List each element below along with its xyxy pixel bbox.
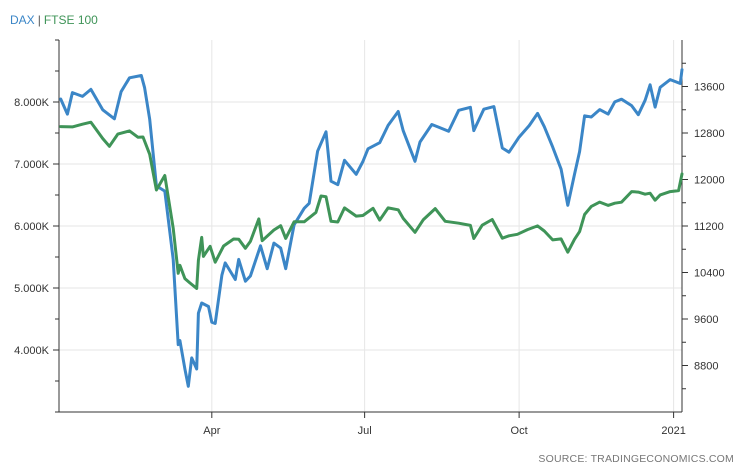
legend: DAX | FTSE 100 [10,13,98,27]
y-right-tick-label: 13600 [694,82,725,94]
y-left-tick-label: 4.000K [14,345,50,357]
legend-item-ftse[interactable]: FTSE 100 [43,13,98,27]
x-tick-label: Apr [203,425,220,437]
series-line-dax [59,68,684,388]
legend-item-dax[interactable]: DAX [10,13,35,27]
source-note: SOURCE: TRADINGECONOMICS.COM [538,453,734,465]
y-right-tick-label: 10400 [694,268,725,280]
y-right-tick-label: 12000 [694,175,725,187]
y-right-tick-label: 11200 [694,221,724,233]
x-tick-label: Jul [358,425,372,437]
y-left-tick-label: 5.000K [14,283,50,295]
legend-separator: | [37,13,41,27]
y-left-tick-label: 8.000K [14,97,50,109]
y-left-tick-label: 7.000K [14,159,50,171]
y-right-tick-label: 8800 [694,361,718,373]
y-left-tick-label: 6.000K [14,221,50,233]
y-right-tick-label: 9600 [694,314,718,326]
x-tick-label: Oct [511,425,528,437]
x-tick-label: 2021 [661,425,685,437]
series-line-ftse-100 [59,120,684,290]
y-right-tick-label: 12800 [694,128,725,140]
